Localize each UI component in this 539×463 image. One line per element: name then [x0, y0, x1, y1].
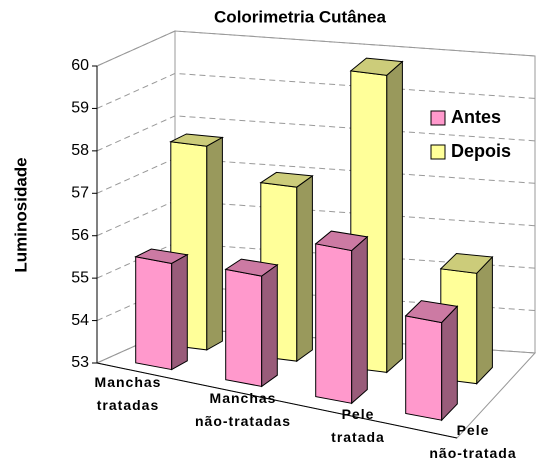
bar-side [206, 136, 223, 351]
bar-side [351, 235, 368, 405]
legend-label: Antes [451, 107, 501, 127]
bar-front [405, 315, 443, 421]
y-tick-label: 60 [71, 57, 89, 74]
bar-front [135, 256, 173, 371]
bar-side [296, 174, 313, 363]
bar-side [171, 253, 188, 371]
bar-side [386, 60, 403, 374]
legend-swatch [430, 110, 446, 126]
y-tick-label: 53 [71, 354, 89, 371]
x-tick-label: Pele tratada [331, 406, 385, 445]
y-tick-label: 59 [71, 100, 89, 117]
bar-side [261, 263, 278, 388]
y-tick-label: 56 [71, 227, 89, 244]
y-tick-label: 54 [71, 312, 89, 329]
y-tick-label: 57 [71, 185, 89, 202]
bar-side [441, 305, 458, 422]
x-tick-label: Pele não-tratada [429, 422, 516, 461]
x-tick-label: Manchas não-tratadas [195, 390, 291, 429]
bar [224, 258, 279, 388]
bar-front [315, 243, 353, 404]
bar-side [476, 255, 493, 385]
chart-title: Colorimetria Cutânea [214, 7, 386, 26]
y-tick-label: 58 [71, 142, 89, 159]
y-axis-label: Luminosidade [11, 157, 30, 272]
grid-line [96, 30, 536, 67]
x-axis [96, 362, 458, 439]
grid-line [96, 115, 536, 152]
grid-line [96, 72, 536, 109]
y-tick-label: 55 [71, 269, 89, 286]
bar [314, 230, 369, 405]
bar-front [225, 268, 263, 388]
legend-label: Depois [451, 141, 511, 161]
bar [404, 300, 459, 422]
bar [134, 248, 189, 371]
x-tick-label: Manchas tratadas [95, 374, 162, 413]
legend-swatch [430, 144, 446, 160]
